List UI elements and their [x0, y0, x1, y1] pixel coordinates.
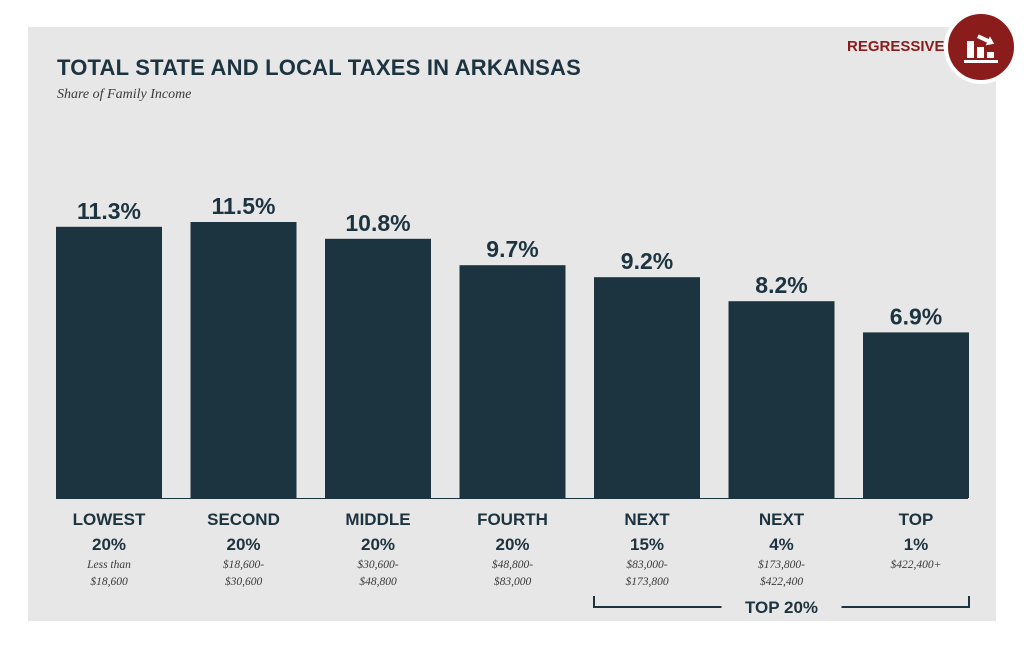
bar	[325, 238, 431, 499]
regressive-label: REGRESSIVE	[847, 38, 945, 55]
income-range-label: $83,000	[494, 575, 532, 588]
category-label: TOP	[899, 510, 934, 529]
value-label: 10.8%	[345, 210, 410, 236]
income-range-label: $173,800	[625, 575, 668, 588]
value-label: 11.3%	[77, 198, 141, 224]
regressive-chart-icon	[964, 34, 998, 63]
income-range-label: $173,800-	[758, 558, 805, 571]
chart-title: TOTAL STATE AND LOCAL TAXES IN ARKANSAS	[57, 55, 581, 80]
value-label: 11.5%	[212, 193, 276, 219]
chart-subtitle: Share of Family Income	[57, 87, 192, 102]
bar	[728, 301, 835, 498]
category-percent-label: 20%	[495, 535, 529, 554]
value-label: 9.2%	[621, 248, 673, 274]
income-range-label: $30,600	[225, 575, 263, 588]
bar	[863, 332, 969, 498]
income-range-label: $18,600-	[223, 558, 264, 571]
bracket-left	[593, 596, 722, 608]
category-label: NEXT	[759, 510, 805, 529]
income-range-label: $422,400+	[891, 558, 942, 571]
category-label: SECOND	[207, 510, 280, 529]
income-range-label: $18,600	[90, 575, 128, 588]
bar	[459, 265, 566, 498]
regressive-badge	[944, 10, 1018, 84]
category-percent-label: 1%	[904, 535, 929, 554]
category-label: FOURTH	[477, 510, 548, 529]
category-percent-label: 20%	[92, 535, 126, 554]
category-percent-label: 20%	[226, 535, 260, 554]
category-label: MIDDLE	[345, 510, 410, 529]
bar	[56, 226, 162, 499]
bar	[594, 277, 700, 498]
income-range-label: Less than	[86, 559, 131, 571]
category-percent-label: 4%	[769, 535, 794, 554]
value-label: 8.2%	[755, 272, 807, 298]
income-range-label: $48,800	[359, 575, 397, 588]
income-range-label: $48,800-	[492, 558, 533, 571]
category-label: NEXT	[624, 510, 670, 529]
category-percent-label: 20%	[361, 535, 395, 554]
category-percent-label: 15%	[630, 535, 664, 554]
value-label: 9.7%	[486, 236, 538, 262]
income-range-label: $83,000-	[626, 558, 667, 571]
bracket-right	[841, 596, 970, 608]
income-range-label: $30,600-	[357, 558, 398, 571]
bar	[190, 222, 297, 498]
income-range-label: $422,400	[760, 575, 803, 588]
bracket-label: TOP 20%	[745, 598, 818, 617]
value-label: 6.9%	[890, 303, 942, 329]
category-label: LOWEST	[73, 510, 146, 529]
